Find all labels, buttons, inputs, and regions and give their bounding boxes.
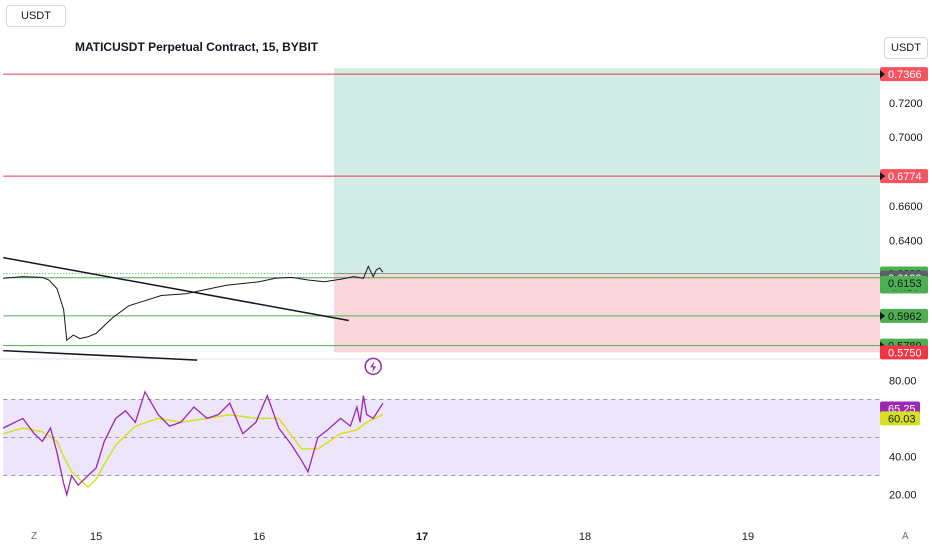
trendline-1 bbox=[3, 349, 198, 361]
price-tick-0: 0.7200 bbox=[889, 98, 923, 110]
price-label-bg-4 bbox=[880, 275, 928, 290]
price-labels: 0.73660.67740.620804:160.61830.61530.596… bbox=[880, 67, 928, 426]
rsi-tick-2: 20.00 bbox=[889, 490, 917, 502]
price-label-4: 0.6153 bbox=[888, 278, 922, 290]
loss-zone bbox=[334, 273, 880, 353]
price-label-bg-5 bbox=[880, 308, 928, 323]
currency-button[interactable]: USDT bbox=[6, 5, 66, 27]
rsi-tick-0: 80.00 bbox=[889, 375, 917, 387]
price-series bbox=[3, 265, 384, 342]
profit-zone bbox=[334, 68, 880, 274]
rsi-pane bbox=[3, 390, 880, 498]
position-zones bbox=[334, 68, 880, 376]
price-label-bg-7 bbox=[880, 345, 928, 360]
scale-currency-button[interactable]: USDT bbox=[884, 37, 928, 59]
time-tick-18: 18 bbox=[579, 531, 591, 543]
label-arrow-1 bbox=[880, 172, 885, 181]
time-tick-19: 19 bbox=[742, 531, 754, 543]
bottom-right-label[interactable]: A bbox=[902, 531, 909, 542]
price-tick-3: 0.6400 bbox=[889, 235, 923, 247]
label-arrow-5 bbox=[880, 311, 885, 320]
price-label-5: 0.5962 bbox=[888, 311, 922, 323]
horizontal-lines bbox=[3, 73, 880, 347]
trendlines bbox=[3, 256, 349, 361]
time-tick-17: 17 bbox=[416, 531, 428, 543]
price-tick-1: 0.7000 bbox=[889, 132, 923, 144]
rsi-label-bg-1 bbox=[880, 411, 920, 426]
price-label-0: 0.7366 bbox=[888, 69, 922, 81]
label-arrow-0 bbox=[880, 70, 885, 79]
rsi-ma-value-label: 60.03 bbox=[888, 413, 916, 425]
rsi-ma-line bbox=[3, 413, 384, 489]
price-label-bg-0 bbox=[880, 67, 928, 82]
rsi-tick-1: 40.00 bbox=[889, 452, 917, 464]
rsi-line bbox=[3, 390, 384, 498]
bottom-left-label[interactable]: Z bbox=[31, 531, 38, 542]
price-label-bg-1 bbox=[880, 169, 928, 184]
lightning-icon-glyph bbox=[370, 361, 377, 373]
time-tick-16: 16 bbox=[253, 531, 265, 543]
price-label-1: 0.6774 bbox=[888, 171, 922, 183]
chart-title: MATICUSDT Perpetual Contract, 15, BYBIT bbox=[75, 40, 319, 54]
time-tick-15: 15 bbox=[90, 531, 102, 543]
price-label-7: 0.5750 bbox=[888, 347, 922, 359]
trendline-0 bbox=[3, 256, 349, 322]
axes: 0.7200 0.7000 0.6600 0.6400 80.00 40.00 20.00 1… bbox=[90, 98, 923, 543]
price-tick-2: 0.6600 bbox=[889, 201, 923, 213]
price-line bbox=[3, 265, 384, 342]
